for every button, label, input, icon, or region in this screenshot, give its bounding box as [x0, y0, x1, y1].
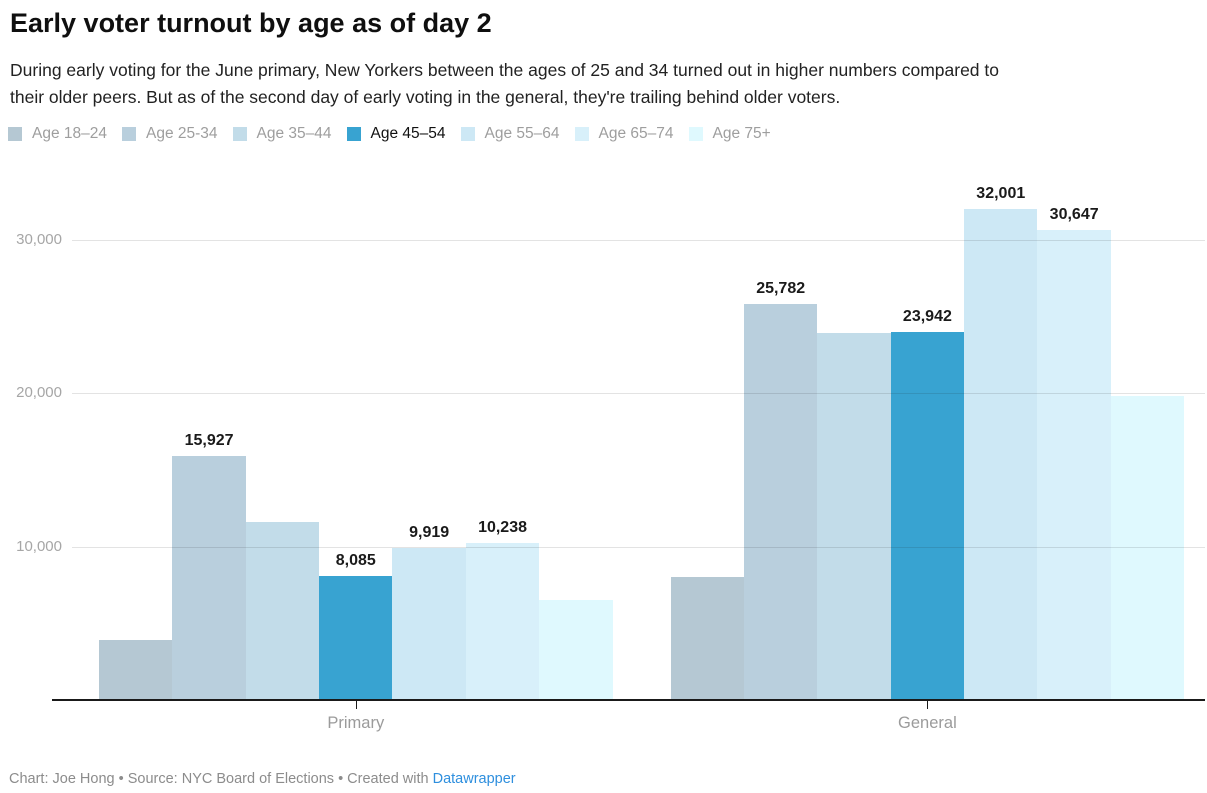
legend-label: Age 65–74: [598, 125, 674, 142]
legend-swatch-age-45-54: [346, 127, 361, 141]
x-axis-label-general: General: [898, 714, 957, 732]
legend-label: Age 75+: [712, 125, 771, 142]
legend-item-age-25-34: Age 25-34: [122, 125, 218, 143]
bar-general-age-25-34: [743, 304, 818, 700]
bar-general-age-45-54: [890, 332, 965, 700]
footer-credit: Chart: Joe Hong • Source: NYC Board of E…: [9, 771, 516, 787]
legend-swatch-age-65-74: [574, 127, 589, 141]
bar-chart-plot: 10,000 20,000 30,000 15,927 25,782 8,085 23,94…: [0, 170, 1207, 745]
legend-swatch-age-18-24: [8, 127, 22, 141]
bar-value-label-general-age-25-34: 25,782: [756, 280, 806, 298]
bar-value-label-primary-age-65-74: 10,238: [478, 518, 527, 536]
chart-description: During early voting for the June primary…: [10, 57, 999, 111]
bar-primary-age-45-54: [319, 575, 393, 700]
legend-item-age-55-64: Age 55–64: [460, 125, 560, 143]
legend-label: Age 25-34: [146, 125, 218, 142]
x-axis-line: [52, 699, 1205, 701]
chart-description-line-1: During early voting for the June primary…: [10, 60, 999, 80]
y-axis-label-30-000: 30,000: [16, 230, 62, 248]
bar-value-label-primary-age-25-34: 15,927: [184, 431, 234, 449]
gridline-30-000: [72, 239, 1205, 241]
legend-item-age-65-74: Age 65–74: [574, 125, 674, 143]
chart-title: Early voter turnout by age as of day 2: [10, 8, 492, 38]
bar-general-age-35-44: [817, 333, 891, 700]
bar-primary-age-35-44: [245, 521, 320, 700]
chart-description-line-2: their older peers. But as of the second …: [10, 87, 841, 107]
legend-label: Age 18–24: [32, 125, 107, 142]
gridline-10-000: [72, 546, 1205, 548]
legend-swatch-age-55-64: [460, 127, 475, 141]
legend-swatch-age-35-44: [232, 127, 247, 141]
legend-item-age-35-44: Age 35–44: [232, 125, 332, 143]
legend-swatch-age-75: [688, 127, 703, 141]
x-axis-tick-general: [927, 701, 929, 709]
legend-item-age-18-24: Age 18–24: [8, 125, 107, 143]
bar-value-label-general-age-45-54: 23,942: [902, 308, 952, 326]
x-axis-tick-primary: [355, 701, 357, 709]
legend-label: Age 55–64: [484, 125, 560, 142]
legend-swatch-age-25-34: [122, 127, 136, 141]
legend-label: Age 35–44: [256, 125, 332, 142]
legend-item-age-75: Age 75+: [688, 125, 771, 143]
bar-general-age-55-64: [964, 208, 1038, 700]
datawrapper-link[interactable]: Datawrapper: [432, 771, 516, 787]
bar-general-age-65-74: [1037, 229, 1111, 700]
footer-credit-text: Chart: Joe Hong • Source: NYC Board of E…: [9, 771, 433, 787]
gridline-20-000: [72, 393, 1205, 394]
y-axis-label-10-000: 10,000: [16, 537, 62, 555]
legend-item-age-45-54: Age 45–54: [346, 125, 446, 143]
x-axis-label-primary: Primary: [327, 714, 385, 732]
bar-value-label-general-age-65-74: 30,647: [1049, 205, 1099, 223]
bar-primary-age-65-74: [465, 542, 540, 700]
legend: Age 18–24 Age 25-34 Age 35–44 Age 45–54 Age …: [8, 125, 771, 143]
bar-general-age-18-24: [670, 577, 744, 700]
bar-value-label-primary-age-45-54: 8,085: [335, 551, 376, 569]
bar-general-age-75: [1110, 396, 1185, 700]
y-axis-label-20-000: 20,000: [16, 384, 62, 401]
bar-value-label-primary-age-55-64: 9,919: [409, 523, 450, 541]
bar-primary-age-75: [539, 600, 613, 700]
bar-primary-age-25-34: [172, 455, 246, 700]
legend-label: Age 45–54: [370, 125, 446, 142]
bar-value-label-general-age-55-64: 32,001: [976, 184, 1026, 202]
bar-primary-age-55-64: [392, 547, 466, 700]
bar-primary-age-18-24: [99, 640, 173, 700]
